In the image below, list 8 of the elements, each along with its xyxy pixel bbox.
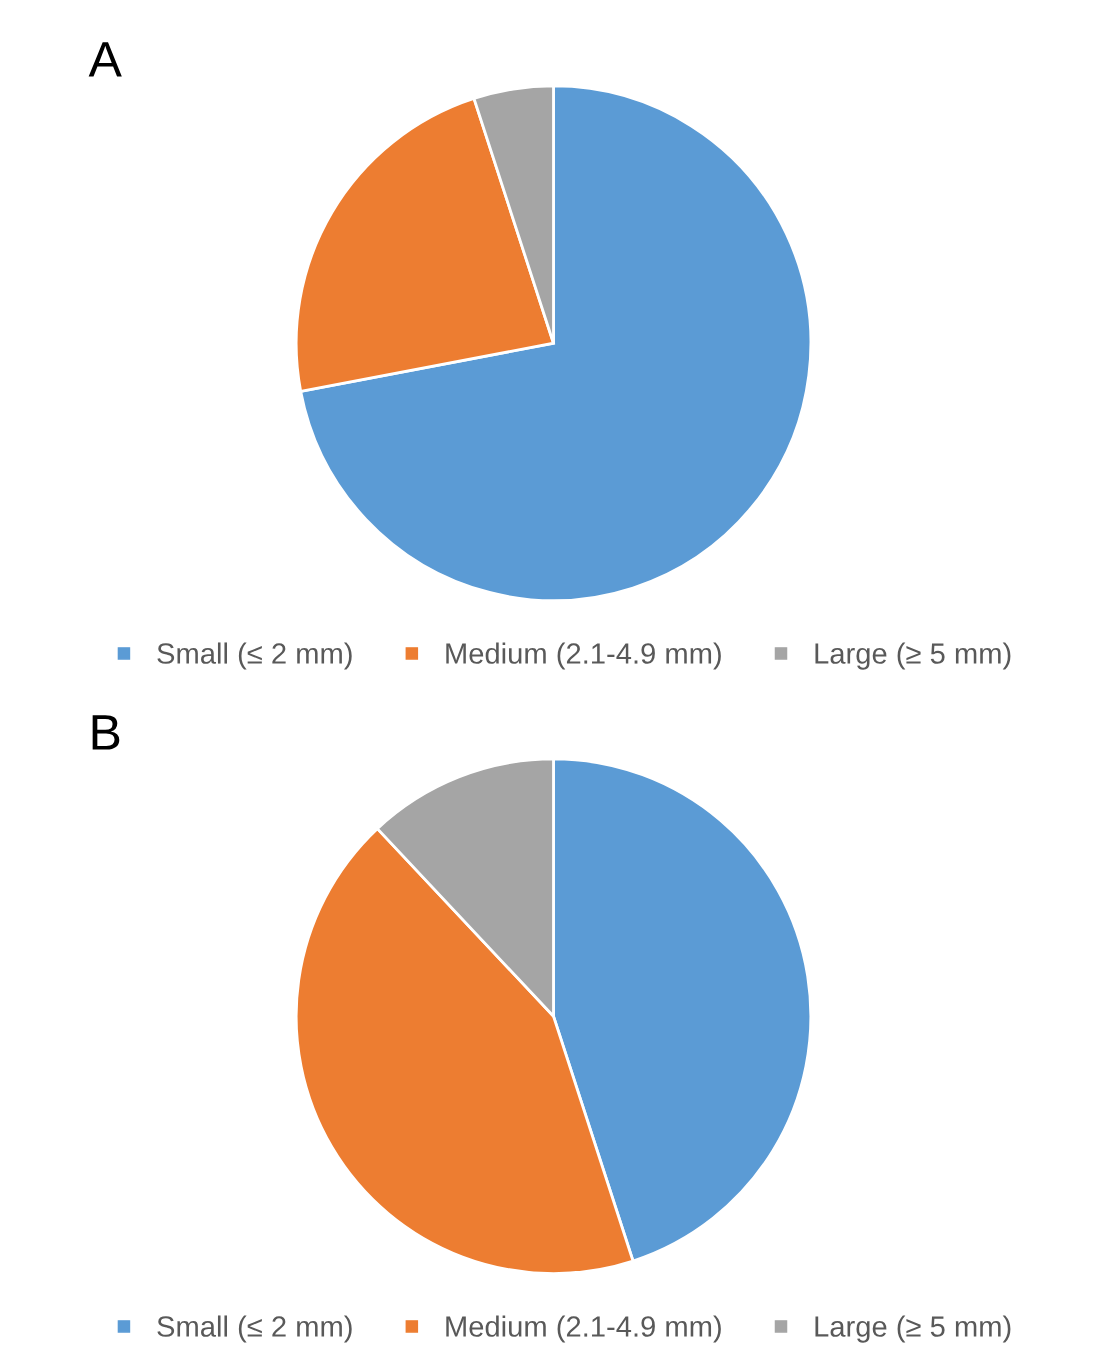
legend-label: Medium (2.1-4.9 mm) [446,1315,721,1343]
chart-title: B [92,715,120,750]
chart-title: A [88,42,122,77]
legend-label: Medium (2.1-4.9 mm) [446,642,721,670]
legend-label: Large (≥ 5 mm) [815,1315,1011,1343]
legend-label: Large (≥ 5 mm) [815,642,1011,670]
legend-label: Small (≤ 2 mm) [157,642,352,670]
legend-label: Small (≤ 2 mm) [157,1315,352,1343]
